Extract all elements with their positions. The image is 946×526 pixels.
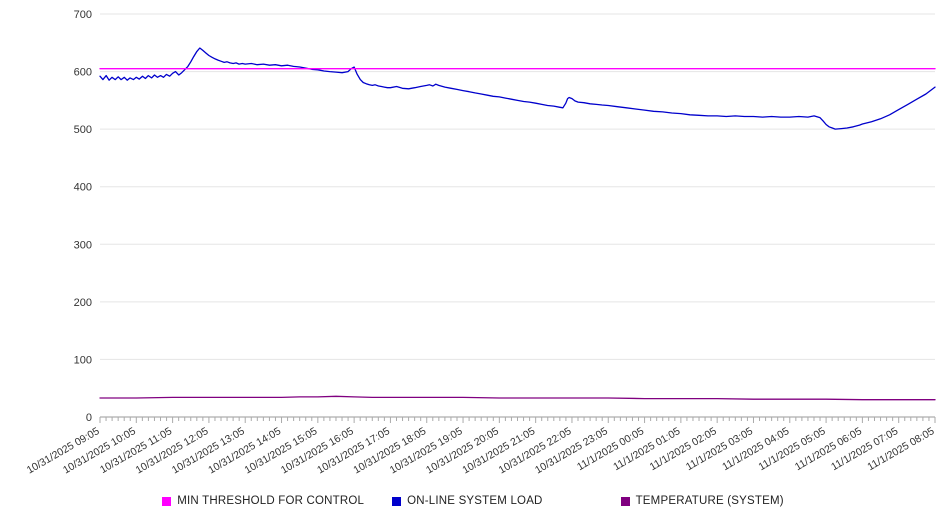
legend-item-min-threshold: MIN THRESHOLD FOR CONTROL <box>162 495 364 507</box>
svg-text:0: 0 <box>86 412 92 424</box>
legend-label-temperature: TEMPERATURE (SYSTEM) <box>635 495 784 507</box>
svg-text:200: 200 <box>74 297 92 309</box>
line-chart: 0 100 200 300 400 500 600 700 10/31/2025 09:05 10… <box>25 9 937 476</box>
legend-item-temperature: TEMPERATURE (SYSTEM) <box>620 495 784 507</box>
svg-text:100: 100 <box>74 354 92 366</box>
legend-label-min-threshold: MIN THRESHOLD FOR CONTROL <box>177 495 365 507</box>
svg-text:500: 500 <box>74 124 92 136</box>
svg-text:600: 600 <box>74 67 92 79</box>
svg-text:400: 400 <box>74 182 92 194</box>
legend-swatch-temperature <box>620 496 630 506</box>
svg-text:700: 700 <box>74 9 92 21</box>
legend-swatch-system-load <box>392 496 402 506</box>
legend-item-system-load: ON-LINE SYSTEM LOAD <box>392 495 542 507</box>
svg-text:300: 300 <box>74 239 92 251</box>
chart-legend: MIN THRESHOLD FOR CONTROL ON-LINE SYSTEM… <box>0 486 946 516</box>
legend-label-system-load: ON-LINE SYSTEM LOAD <box>407 495 543 507</box>
legend-swatch-min-threshold <box>162 496 172 506</box>
